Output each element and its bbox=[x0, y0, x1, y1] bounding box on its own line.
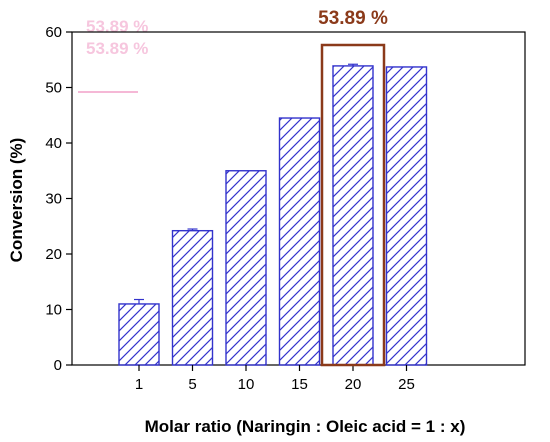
x-tick-label-10: 10 bbox=[238, 376, 255, 393]
bars-group bbox=[118, 63, 428, 366]
x-tick-label-5: 5 bbox=[188, 376, 196, 393]
highlight-label: 53.89 % bbox=[318, 8, 388, 29]
x-tick-label-1: 1 bbox=[135, 376, 143, 393]
bar-15 bbox=[278, 117, 321, 366]
y-tick-label: 40 bbox=[45, 135, 62, 152]
y-tick-label: 0 bbox=[54, 357, 62, 374]
y-tick-label: 30 bbox=[45, 191, 62, 208]
y-tick-label: 20 bbox=[45, 246, 62, 263]
ghost-artifact-2: 53.89 % bbox=[86, 39, 148, 58]
x-tick-label-25: 25 bbox=[398, 376, 415, 393]
y-axis-ticks: 0 10 20 30 40 50 60 bbox=[45, 24, 72, 374]
bar-20 bbox=[332, 65, 374, 366]
bar-25 bbox=[385, 66, 428, 366]
ghost-artifact-1: 53.89 % bbox=[86, 17, 148, 36]
x-axis-title: Molar ratio (Naringin : Oleic acid = 1 :… bbox=[145, 417, 466, 436]
y-axis-title: Conversion (%) bbox=[7, 138, 26, 263]
bar-5 bbox=[171, 229, 214, 366]
y-tick-label: 60 bbox=[45, 24, 62, 41]
highlight-box bbox=[320, 43, 386, 367]
x-tick-label-15: 15 bbox=[291, 376, 308, 393]
y-tick-label: 50 bbox=[45, 80, 62, 97]
bar-1 bbox=[118, 303, 160, 366]
bar-10 bbox=[225, 170, 267, 366]
x-axis-ticks: 1 5 10 15 20 25 bbox=[135, 365, 415, 393]
x-tick-label-20: 20 bbox=[345, 376, 362, 393]
y-tick-label: 10 bbox=[45, 302, 62, 319]
